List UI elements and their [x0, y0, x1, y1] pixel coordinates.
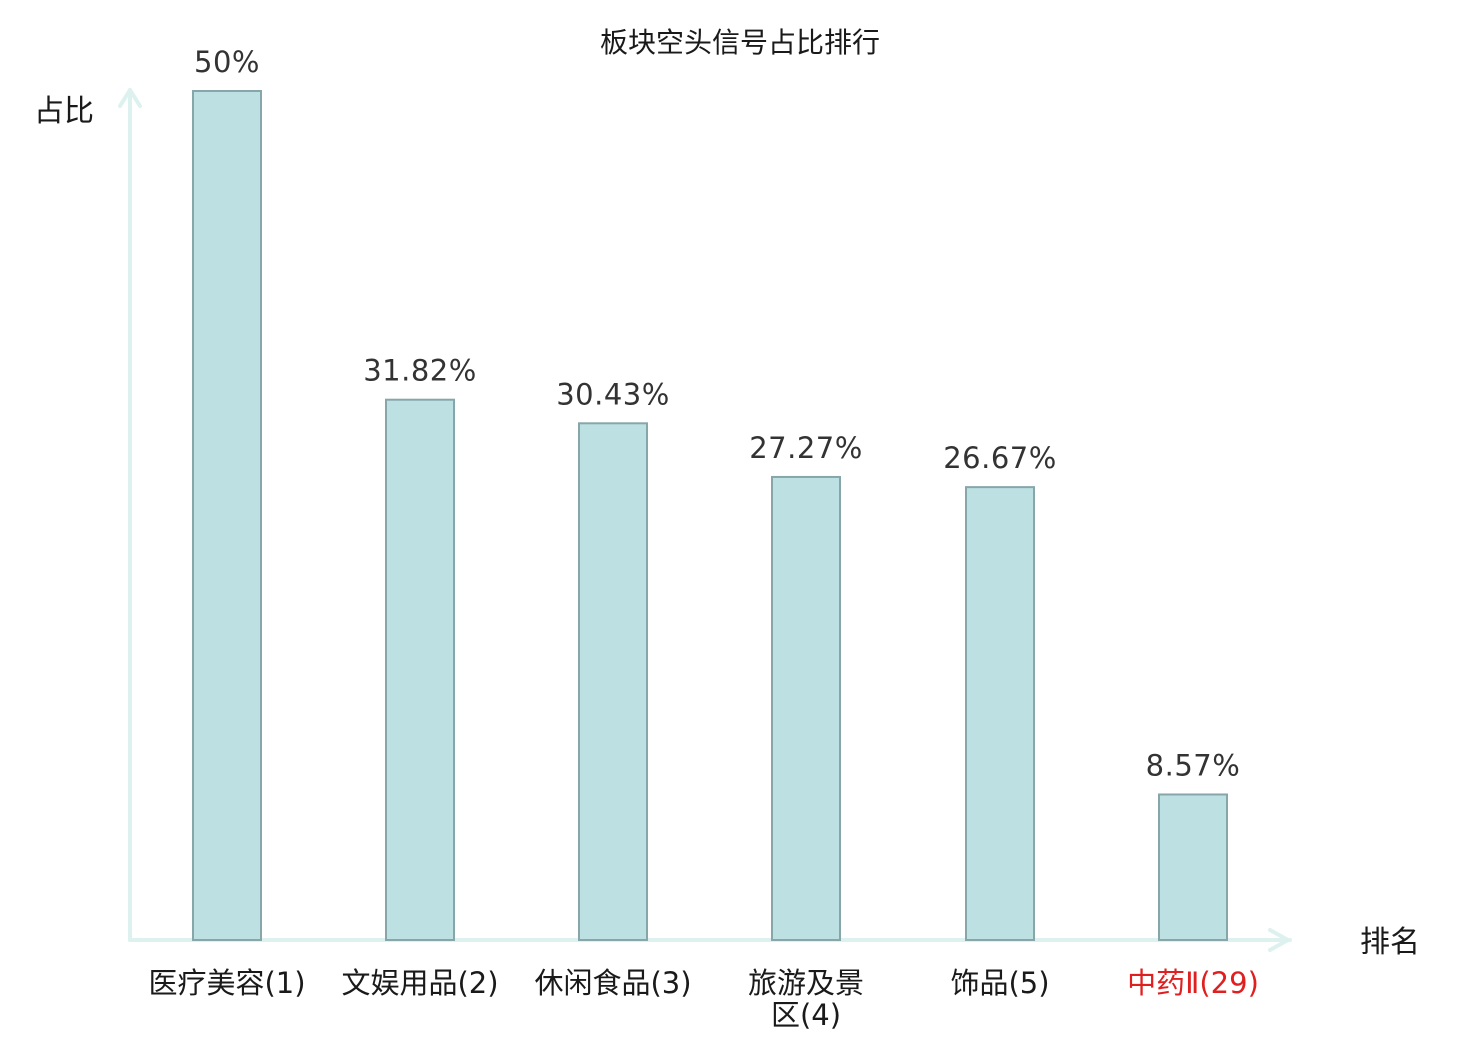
bar-6: [1158, 793, 1228, 941]
category-label-6: 中药Ⅱ(29): [1127, 966, 1259, 1000]
x-axis-arrow: [1268, 928, 1290, 952]
category-label-4-line-2: 区(4): [771, 998, 841, 1032]
category-label-3: 休闲食品(3): [534, 966, 691, 1000]
bar-2: [385, 398, 455, 941]
value-label-3: 30.43%: [556, 377, 670, 411]
bar-5: [965, 486, 1035, 941]
value-label-6: 8.57%: [1146, 748, 1241, 782]
category-label-4-line-1: 旅游及景: [748, 966, 864, 1000]
chart-title: 板块空头信号占比排行: [600, 26, 880, 59]
category-label-5: 饰品(5): [950, 966, 1049, 1000]
x-axis-label: 排名: [1360, 925, 1420, 960]
bar-1: [192, 90, 262, 941]
value-labels-layer: 50% 31.82% 30.43% 27.27% 26.67% 8.57%: [194, 45, 1240, 782]
value-label-2: 31.82%: [363, 354, 477, 388]
y-axis-label: 占比: [34, 94, 94, 129]
y-axis-arrow: [118, 88, 142, 108]
value-label-5: 26.67%: [943, 441, 1057, 475]
category-label-2: 文娱用品(2): [341, 966, 498, 1000]
category-label-1: 医疗美容(1): [148, 966, 305, 1000]
value-label-1: 50%: [194, 45, 260, 79]
bar-4: [771, 475, 841, 941]
bar-3: [578, 422, 648, 942]
value-label-4: 27.27%: [749, 431, 863, 465]
bars-layer: [192, 90, 1228, 942]
